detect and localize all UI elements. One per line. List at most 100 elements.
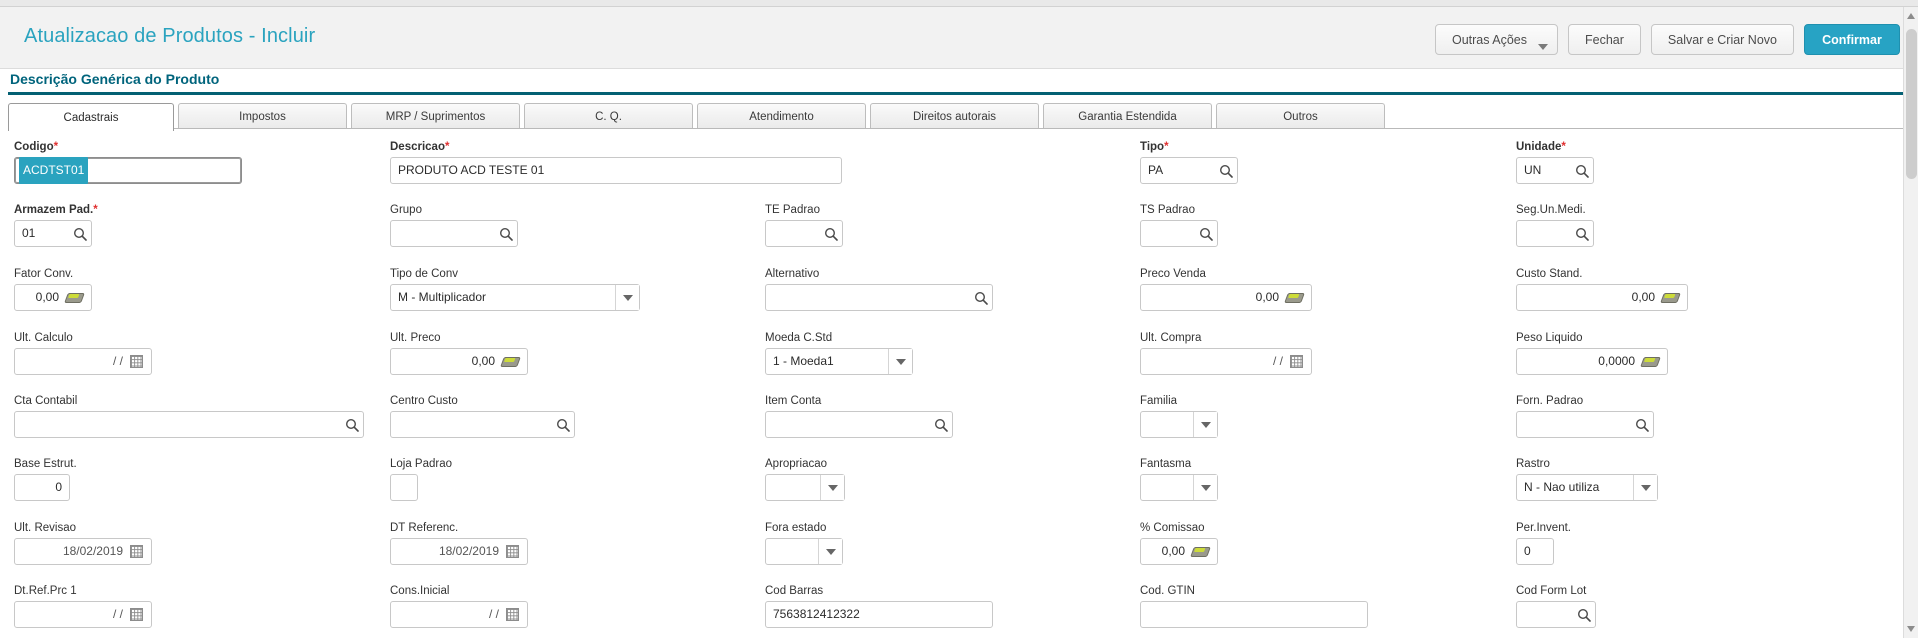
chevron-down-icon[interactable] (1633, 475, 1657, 500)
input-rastro[interactable]: N - Nao utiliza (1516, 474, 1658, 501)
label-text: Cod. GTIN (1140, 585, 1195, 597)
input-cod-barras[interactable]: 7563812412322 (765, 601, 993, 628)
scrollbar-thumb[interactable] (1906, 29, 1917, 179)
input-ts-padrao[interactable] (1140, 220, 1218, 247)
money-calculator-icon[interactable] (1640, 355, 1661, 368)
input-custo-stand[interactable]: 0,00 (1516, 284, 1688, 311)
input-loja-padrao[interactable] (390, 474, 418, 501)
tab-garantia-estendida[interactable]: Garantia Estendida (1043, 103, 1212, 129)
tab-impostos[interactable]: Impostos (178, 103, 347, 129)
input-tipo[interactable]: PA (1140, 157, 1238, 184)
input-armazem-pad[interactable]: 01 (14, 220, 92, 247)
input-forn-padrao[interactable] (1516, 411, 1654, 438)
search-icon[interactable] (1573, 608, 1595, 622)
chevron-down-icon[interactable] (1193, 475, 1217, 500)
chevron-down-icon[interactable] (615, 285, 639, 310)
input-cons-inicial[interactable]: / / (390, 601, 528, 628)
tab-outros[interactable]: Outros (1216, 103, 1385, 129)
tab-label: Impostos (239, 110, 286, 123)
input-base-estrut[interactable]: 0 (14, 474, 70, 501)
search-icon[interactable] (970, 291, 992, 305)
outras-acoes-button[interactable]: Outras Ações (1434, 24, 1559, 55)
input-grupo[interactable] (390, 220, 518, 247)
input-ult-compra[interactable]: / / (1140, 348, 1312, 375)
chevron-down-icon[interactable] (1538, 44, 1549, 50)
input-peso-liquido[interactable]: 0,0000 (1516, 348, 1668, 375)
input-dt-referenc[interactable]: 18/02/2019 (390, 538, 528, 565)
search-icon[interactable] (495, 227, 517, 241)
input-dt-ref-prc-1[interactable]: / / (14, 601, 152, 628)
tab-c-q[interactable]: C. Q. (524, 103, 693, 129)
tab-cadastrais[interactable]: Cadastrais (8, 103, 174, 131)
tab-label: Cadastrais (63, 111, 119, 124)
input-seg-un-medi[interactable] (1516, 220, 1594, 247)
input-value-rastro: N - Nao utiliza (1524, 480, 1600, 494)
search-icon[interactable] (1571, 164, 1593, 178)
input-te-padrao[interactable] (765, 220, 843, 247)
input-percent-comissao[interactable]: 0,00 (1140, 538, 1218, 565)
input-descricao[interactable]: PRODUTO ACD TESTE 01 (390, 157, 842, 184)
input-familia[interactable] (1140, 411, 1218, 438)
input-codigo[interactable]: ACDTST01 (14, 157, 242, 184)
chevron-down-icon[interactable] (1193, 412, 1217, 437)
field-armazem-pad: Armazem Pad.* 01 (14, 204, 98, 247)
field-cod-form-lot: Cod Form Lot (1516, 585, 1596, 628)
input-unidade[interactable]: UN (1516, 157, 1594, 184)
search-icon[interactable] (341, 418, 363, 432)
scroll-up-arrow[interactable] (1907, 13, 1915, 19)
label-fora-estado: Fora estado (765, 522, 843, 535)
chevron-down-icon[interactable] (818, 539, 842, 564)
calendar-icon[interactable] (506, 545, 519, 558)
input-item-conta[interactable] (765, 411, 953, 438)
input-fora-estado[interactable] (765, 538, 843, 565)
search-icon[interactable] (69, 227, 91, 241)
search-icon[interactable] (1571, 227, 1593, 241)
input-centro-custo[interactable] (390, 411, 575, 438)
money-calculator-icon[interactable] (1284, 291, 1305, 304)
tab-direitos-autorais[interactable]: Direitos autorais (870, 103, 1039, 129)
vertical-scrollbar[interactable] (1903, 7, 1918, 638)
input-ult-preco[interactable]: 0,00 (390, 348, 528, 375)
search-icon[interactable] (1215, 164, 1237, 178)
input-cod-form-lot[interactable] (1516, 601, 1596, 628)
label-text: Centro Custo (390, 395, 458, 407)
money-calculator-icon[interactable] (1190, 545, 1211, 558)
search-icon[interactable] (1631, 418, 1653, 432)
input-ult-revisao[interactable]: 18/02/2019 (14, 538, 152, 565)
money-calculator-icon[interactable] (64, 291, 85, 304)
calendar-icon[interactable] (130, 608, 143, 621)
input-value-dt-ref-prc-1: / / (112, 607, 123, 621)
money-calculator-icon[interactable] (500, 355, 521, 368)
input-fantasma[interactable] (1140, 474, 1218, 501)
salvar-criar-novo-button[interactable]: Salvar e Criar Novo (1650, 24, 1794, 55)
calendar-icon[interactable] (130, 545, 143, 558)
input-moeda-cstd[interactable]: 1 - Moeda1 (765, 348, 913, 375)
tab-mrp-suprimentos[interactable]: MRP / Suprimentos (351, 103, 520, 129)
input-cta-contabil[interactable] (14, 411, 364, 438)
label-fator-conv: Fator Conv. (14, 268, 92, 281)
scroll-down-arrow[interactable] (1907, 626, 1915, 632)
input-per-invent[interactable]: 0 (1516, 538, 1554, 565)
input-tipo-de-conv[interactable]: M - Multiplicador (390, 284, 640, 311)
label-text: % Comissao (1140, 522, 1205, 534)
chevron-down-icon[interactable] (888, 349, 912, 374)
fechar-button[interactable]: Fechar (1568, 24, 1641, 55)
chevron-down-icon[interactable] (820, 475, 844, 500)
calendar-icon[interactable] (1290, 355, 1303, 368)
calendar-icon[interactable] (130, 355, 143, 368)
input-apropriacao[interactable] (765, 474, 845, 501)
calendar-icon[interactable] (506, 608, 519, 621)
tab-atendimento[interactable]: Atendimento (697, 103, 866, 129)
money-calculator-icon[interactable] (1660, 291, 1681, 304)
search-icon[interactable] (552, 418, 574, 432)
input-preco-venda[interactable]: 0,00 (1140, 284, 1312, 311)
search-icon[interactable] (1195, 227, 1217, 241)
input-ult-calculo[interactable]: / / (14, 348, 152, 375)
input-cod-gtin[interactable] (1140, 601, 1368, 628)
input-alternativo[interactable] (765, 284, 993, 311)
input-fator-conv[interactable]: 0,00 (14, 284, 92, 311)
confirmar-button[interactable]: Confirmar (1804, 24, 1900, 55)
search-icon[interactable] (820, 227, 842, 241)
label-text: Peso Liquido (1516, 332, 1583, 344)
search-icon[interactable] (930, 418, 952, 432)
